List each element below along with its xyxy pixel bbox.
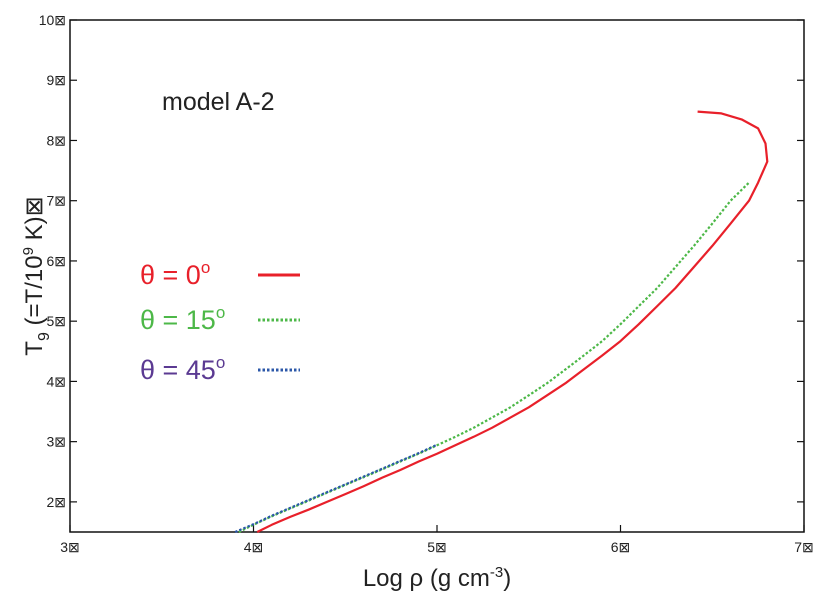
y-tick-label: 10⊠: [39, 12, 66, 28]
y-axis-label-sup: 9: [20, 247, 37, 255]
y-tick-label: 3⊠: [46, 434, 66, 450]
y-axis-label-main: T: [21, 341, 48, 356]
legend-label-1: θ = 15o: [140, 303, 225, 335]
x-tick-label: 5⊠: [427, 539, 447, 555]
series-line-1: [238, 181, 750, 533]
series-line-0: [256, 110, 769, 533]
x-axis-label-main: Log ρ (g cm: [363, 565, 490, 592]
y-tick-label: 2⊠: [46, 494, 66, 510]
y-tick-label: 4⊠: [46, 373, 66, 389]
ticks: 3⊠ 4⊠ 5⊠ 6⊠ 7⊠ 2⊠ 3⊠ 4⊠ 5⊠ 6⊠ 7⊠ 8⊠ 9⊠ 10⊠: [39, 12, 814, 555]
y-axis-label-sub: 9: [36, 332, 53, 341]
legend-label-1-sup: o: [216, 303, 225, 322]
legend-label-1-main: θ = 15: [140, 305, 216, 335]
legend-label-0: θ = 0o: [140, 258, 210, 290]
x-tick-label: 7⊠: [794, 539, 814, 555]
y-axis-label-end: K)⊠: [21, 196, 48, 247]
y-tick-label: 8⊠: [46, 132, 66, 148]
curves: [234, 110, 769, 534]
y-tick-label: 7⊠: [46, 193, 66, 209]
y-tick-label: 6⊠: [46, 253, 66, 269]
legend: θ = 0o θ = 15o θ = 45o: [140, 258, 300, 385]
x-axis-label-sup: -3: [490, 564, 503, 581]
x-tick-label: 3⊠: [60, 539, 80, 555]
y-axis-label-rest: (=T/10: [21, 255, 48, 332]
legend-label-2-sup: o: [216, 353, 225, 372]
y-tick-label: 5⊠: [46, 313, 66, 329]
x-axis-label: Log ρ (g cm-3): [363, 564, 511, 592]
x-tick-label: 4⊠: [244, 539, 264, 555]
legend-label-2-main: θ = 45: [140, 355, 216, 385]
legend-label-0-sup: o: [201, 258, 210, 277]
legend-label-0-main: θ = 0: [140, 260, 201, 290]
series-line-2: [234, 443, 438, 534]
y-axis-label: T9 (=T/109 K)⊠: [20, 196, 53, 355]
x-axis-label-close: ): [503, 565, 511, 592]
x-tick-label: 6⊠: [611, 539, 631, 555]
model-annotation: model A-2: [162, 88, 275, 116]
y-tick-label: 9⊠: [46, 72, 66, 88]
legend-label-2: θ = 45o: [140, 353, 225, 385]
